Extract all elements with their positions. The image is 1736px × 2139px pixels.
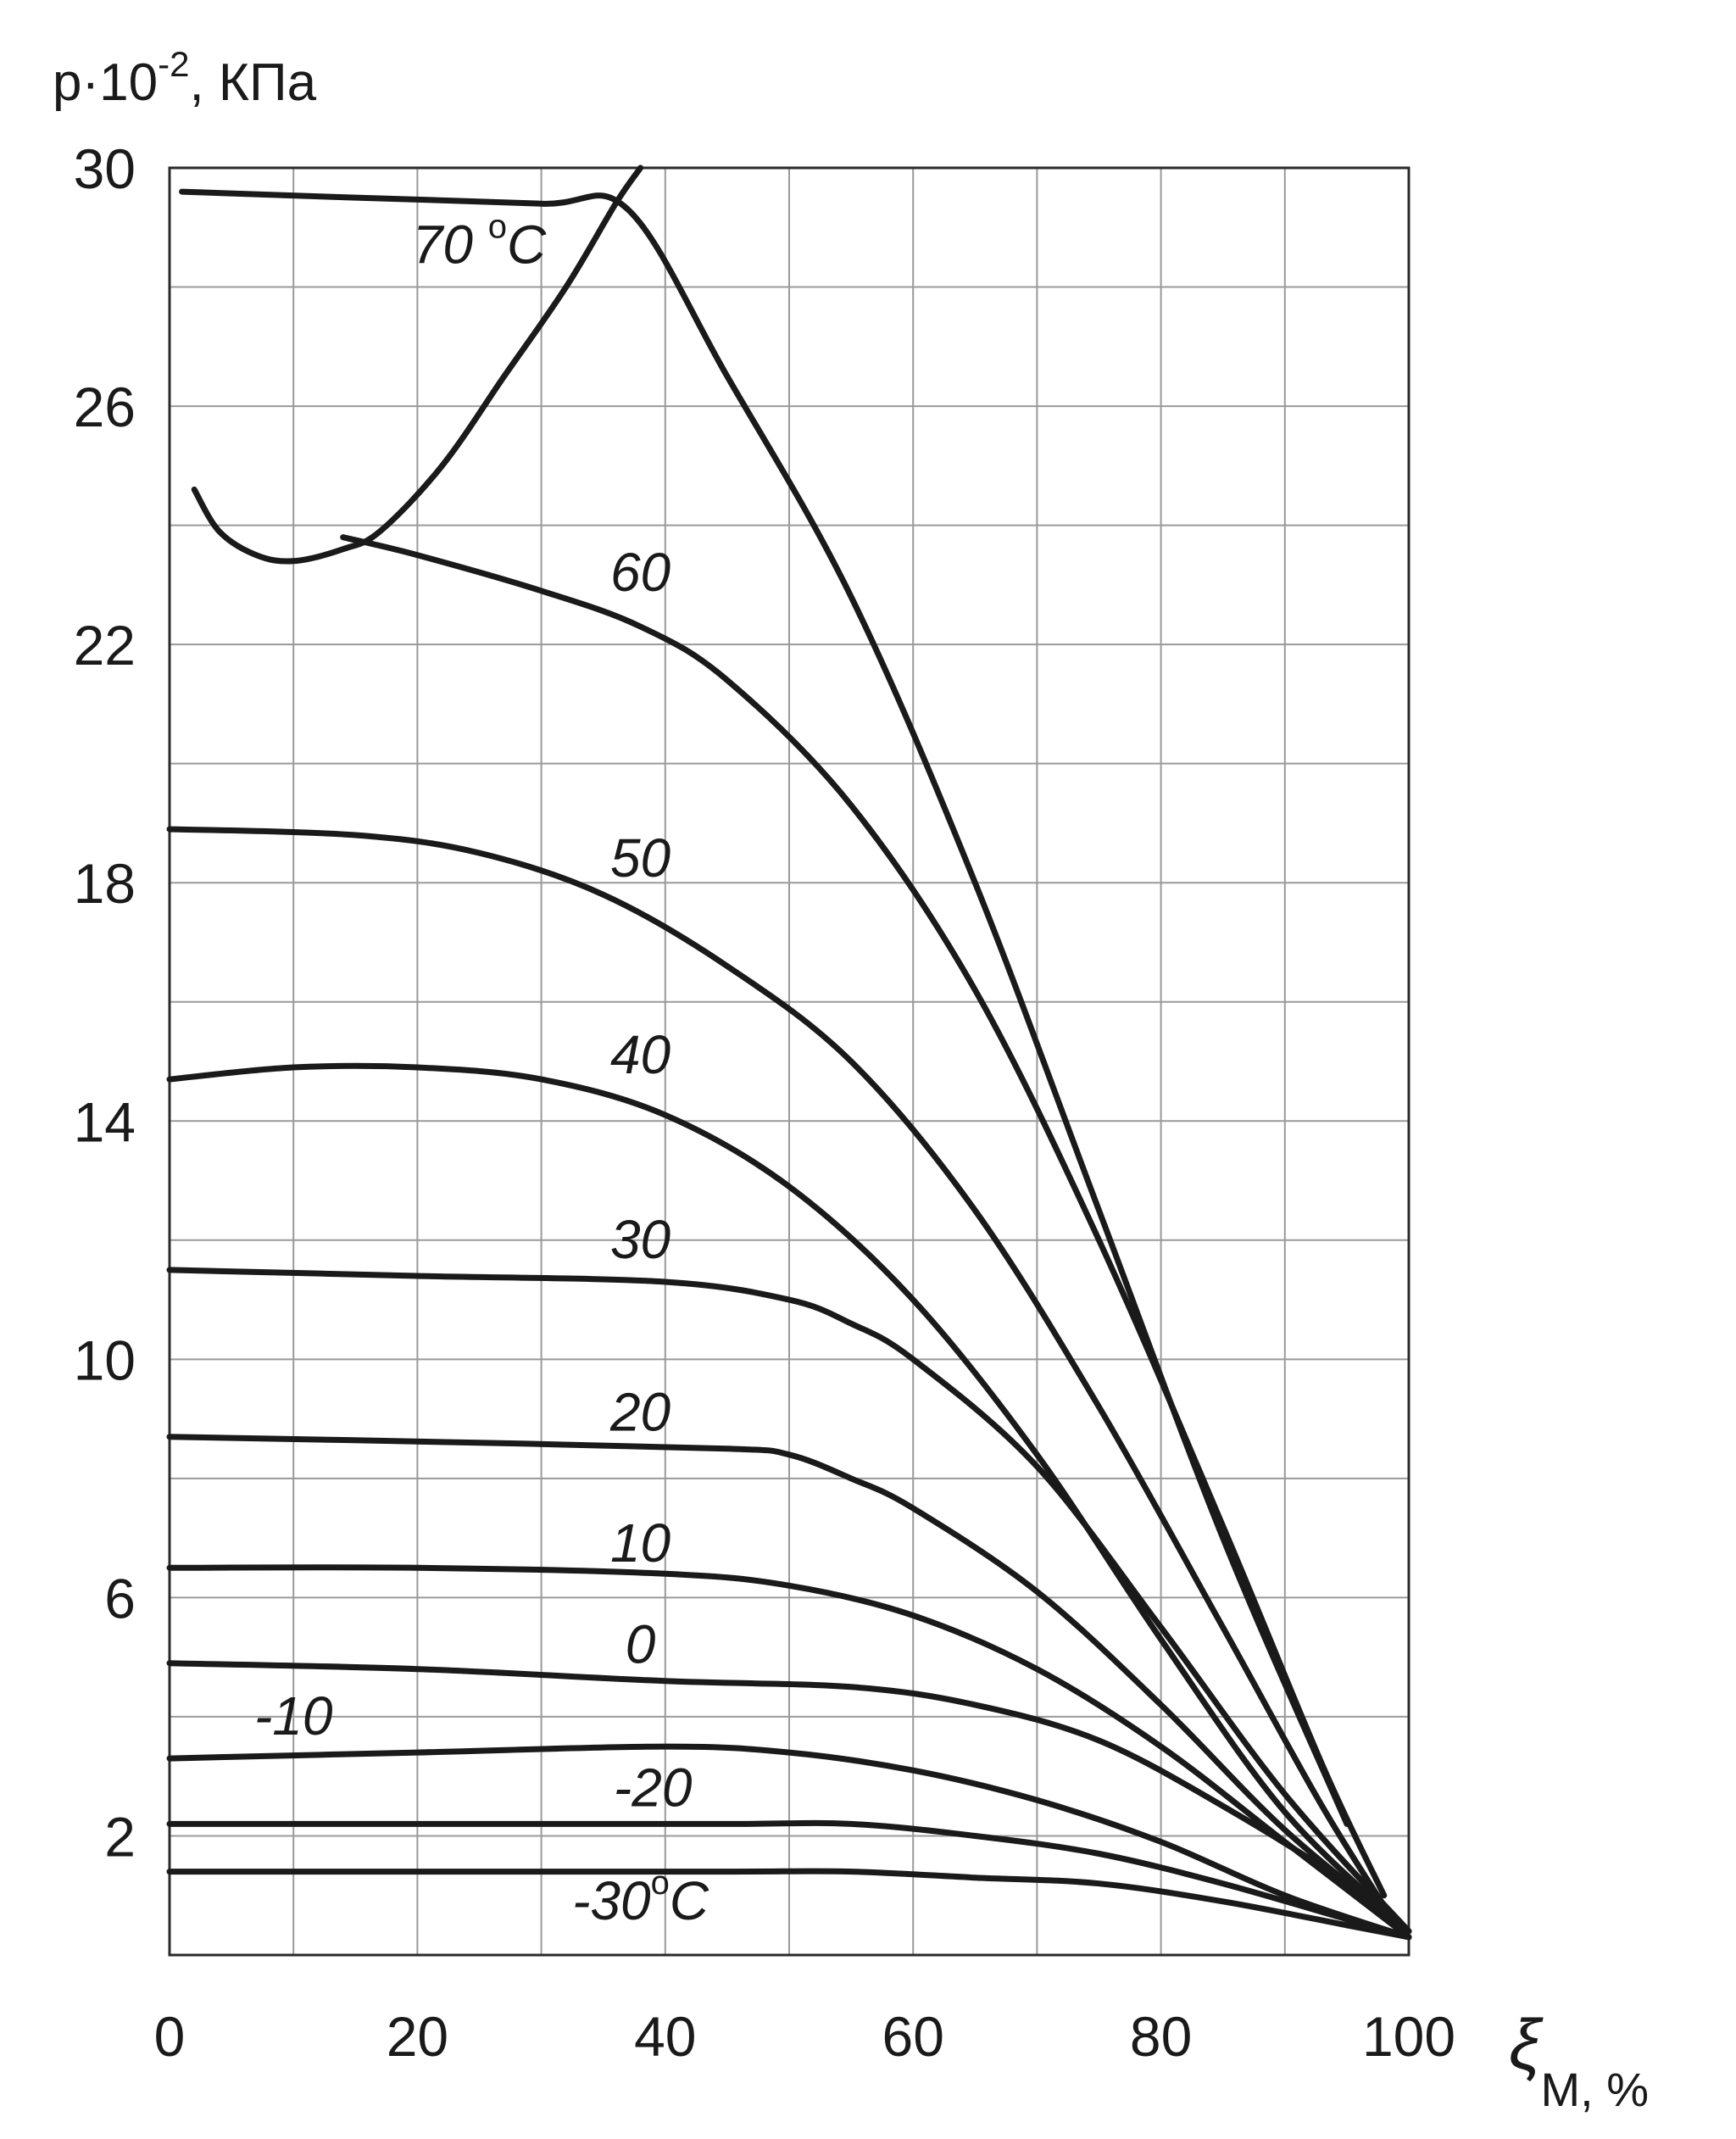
curve-label-value: 30 <box>610 1209 671 1270</box>
series-line <box>166 1267 1412 1935</box>
series-line <box>166 826 1399 1929</box>
y-axis-title-base: p·10 <box>53 53 158 112</box>
y-axis-title-exp: -2 <box>158 44 189 84</box>
y-tick-label: 14 <box>74 1090 136 1153</box>
curves <box>166 164 1412 1941</box>
y-tick-label: 6 <box>104 1567 136 1629</box>
series-line <box>191 164 644 565</box>
y-tick-label: 10 <box>74 1329 136 1391</box>
y-tick-label: 2 <box>104 1805 136 1868</box>
curve-label-value: 10 <box>610 1512 671 1574</box>
curve-label-unit: C <box>507 214 547 275</box>
series-line <box>340 534 1388 1899</box>
curve-label-value: 40 <box>610 1024 671 1085</box>
x-tick-label: 0 <box>154 2005 186 2068</box>
y-tick-label: 18 <box>74 852 136 915</box>
x-tick-label: 80 <box>1130 2005 1192 2068</box>
series-line <box>166 1819 1412 1941</box>
curve-label-value: -10 <box>254 1685 333 1746</box>
curve-label: -20 <box>614 1757 693 1818</box>
x-axis-title: ξМ, % <box>1509 2004 1649 2116</box>
plot-area-frame <box>168 166 1410 1957</box>
series-line <box>166 1743 1412 1941</box>
series-line <box>166 1062 1412 1935</box>
curve-label: 60 <box>610 542 671 603</box>
curve-label: 10 <box>610 1512 671 1574</box>
curve-label: 40 <box>610 1024 671 1085</box>
series-line <box>166 1660 1412 1941</box>
x-axis-title-symbol: ξ <box>1509 2004 1544 2084</box>
x-axis-title-subscript: М, % <box>1541 2063 1650 2116</box>
curve-label-value: 50 <box>610 827 671 888</box>
curve-label: -30oC <box>572 1864 709 1931</box>
x-tick-label: 40 <box>634 2005 696 2068</box>
x-axis-ticks: 0 20 40 60 80 100 <box>154 2005 1455 2068</box>
curve-label-value: 0 <box>626 1614 656 1675</box>
curve-label-degree: o <box>651 1864 670 1902</box>
curve-label-degree: o <box>488 208 507 245</box>
curve-label: 70 oC <box>413 208 547 275</box>
curve-label-value: 60 <box>610 542 671 603</box>
x-tick-label: 60 <box>882 2005 943 2068</box>
y-axis-title-unit: , КПа <box>189 53 316 112</box>
curve-label: 30 <box>610 1209 671 1270</box>
y-tick-label: 30 <box>74 137 136 200</box>
y-axis-title: p·10-2, КПа <box>53 44 317 112</box>
curve-label: 0 <box>626 1614 656 1675</box>
curve-label-value: 20 <box>609 1382 671 1443</box>
x-tick-label: 100 <box>1362 2005 1455 2068</box>
series-line <box>166 1868 1412 1941</box>
y-tick-label: 22 <box>74 614 136 677</box>
curve-label-value: -30 <box>572 1870 651 1931</box>
series-line <box>166 1434 1412 1935</box>
x-tick-label: 20 <box>387 2005 448 2068</box>
curve-label: 50 <box>610 827 671 888</box>
curve-label-value: -20 <box>614 1757 693 1818</box>
curve-label: -10 <box>254 1685 333 1746</box>
curve-label-value: 70 <box>413 214 488 275</box>
curve-label-unit: C <box>670 1870 709 1931</box>
curve-label: 20 <box>609 1382 671 1443</box>
y-tick-label: 26 <box>74 376 136 438</box>
series-line <box>166 1564 1412 1941</box>
